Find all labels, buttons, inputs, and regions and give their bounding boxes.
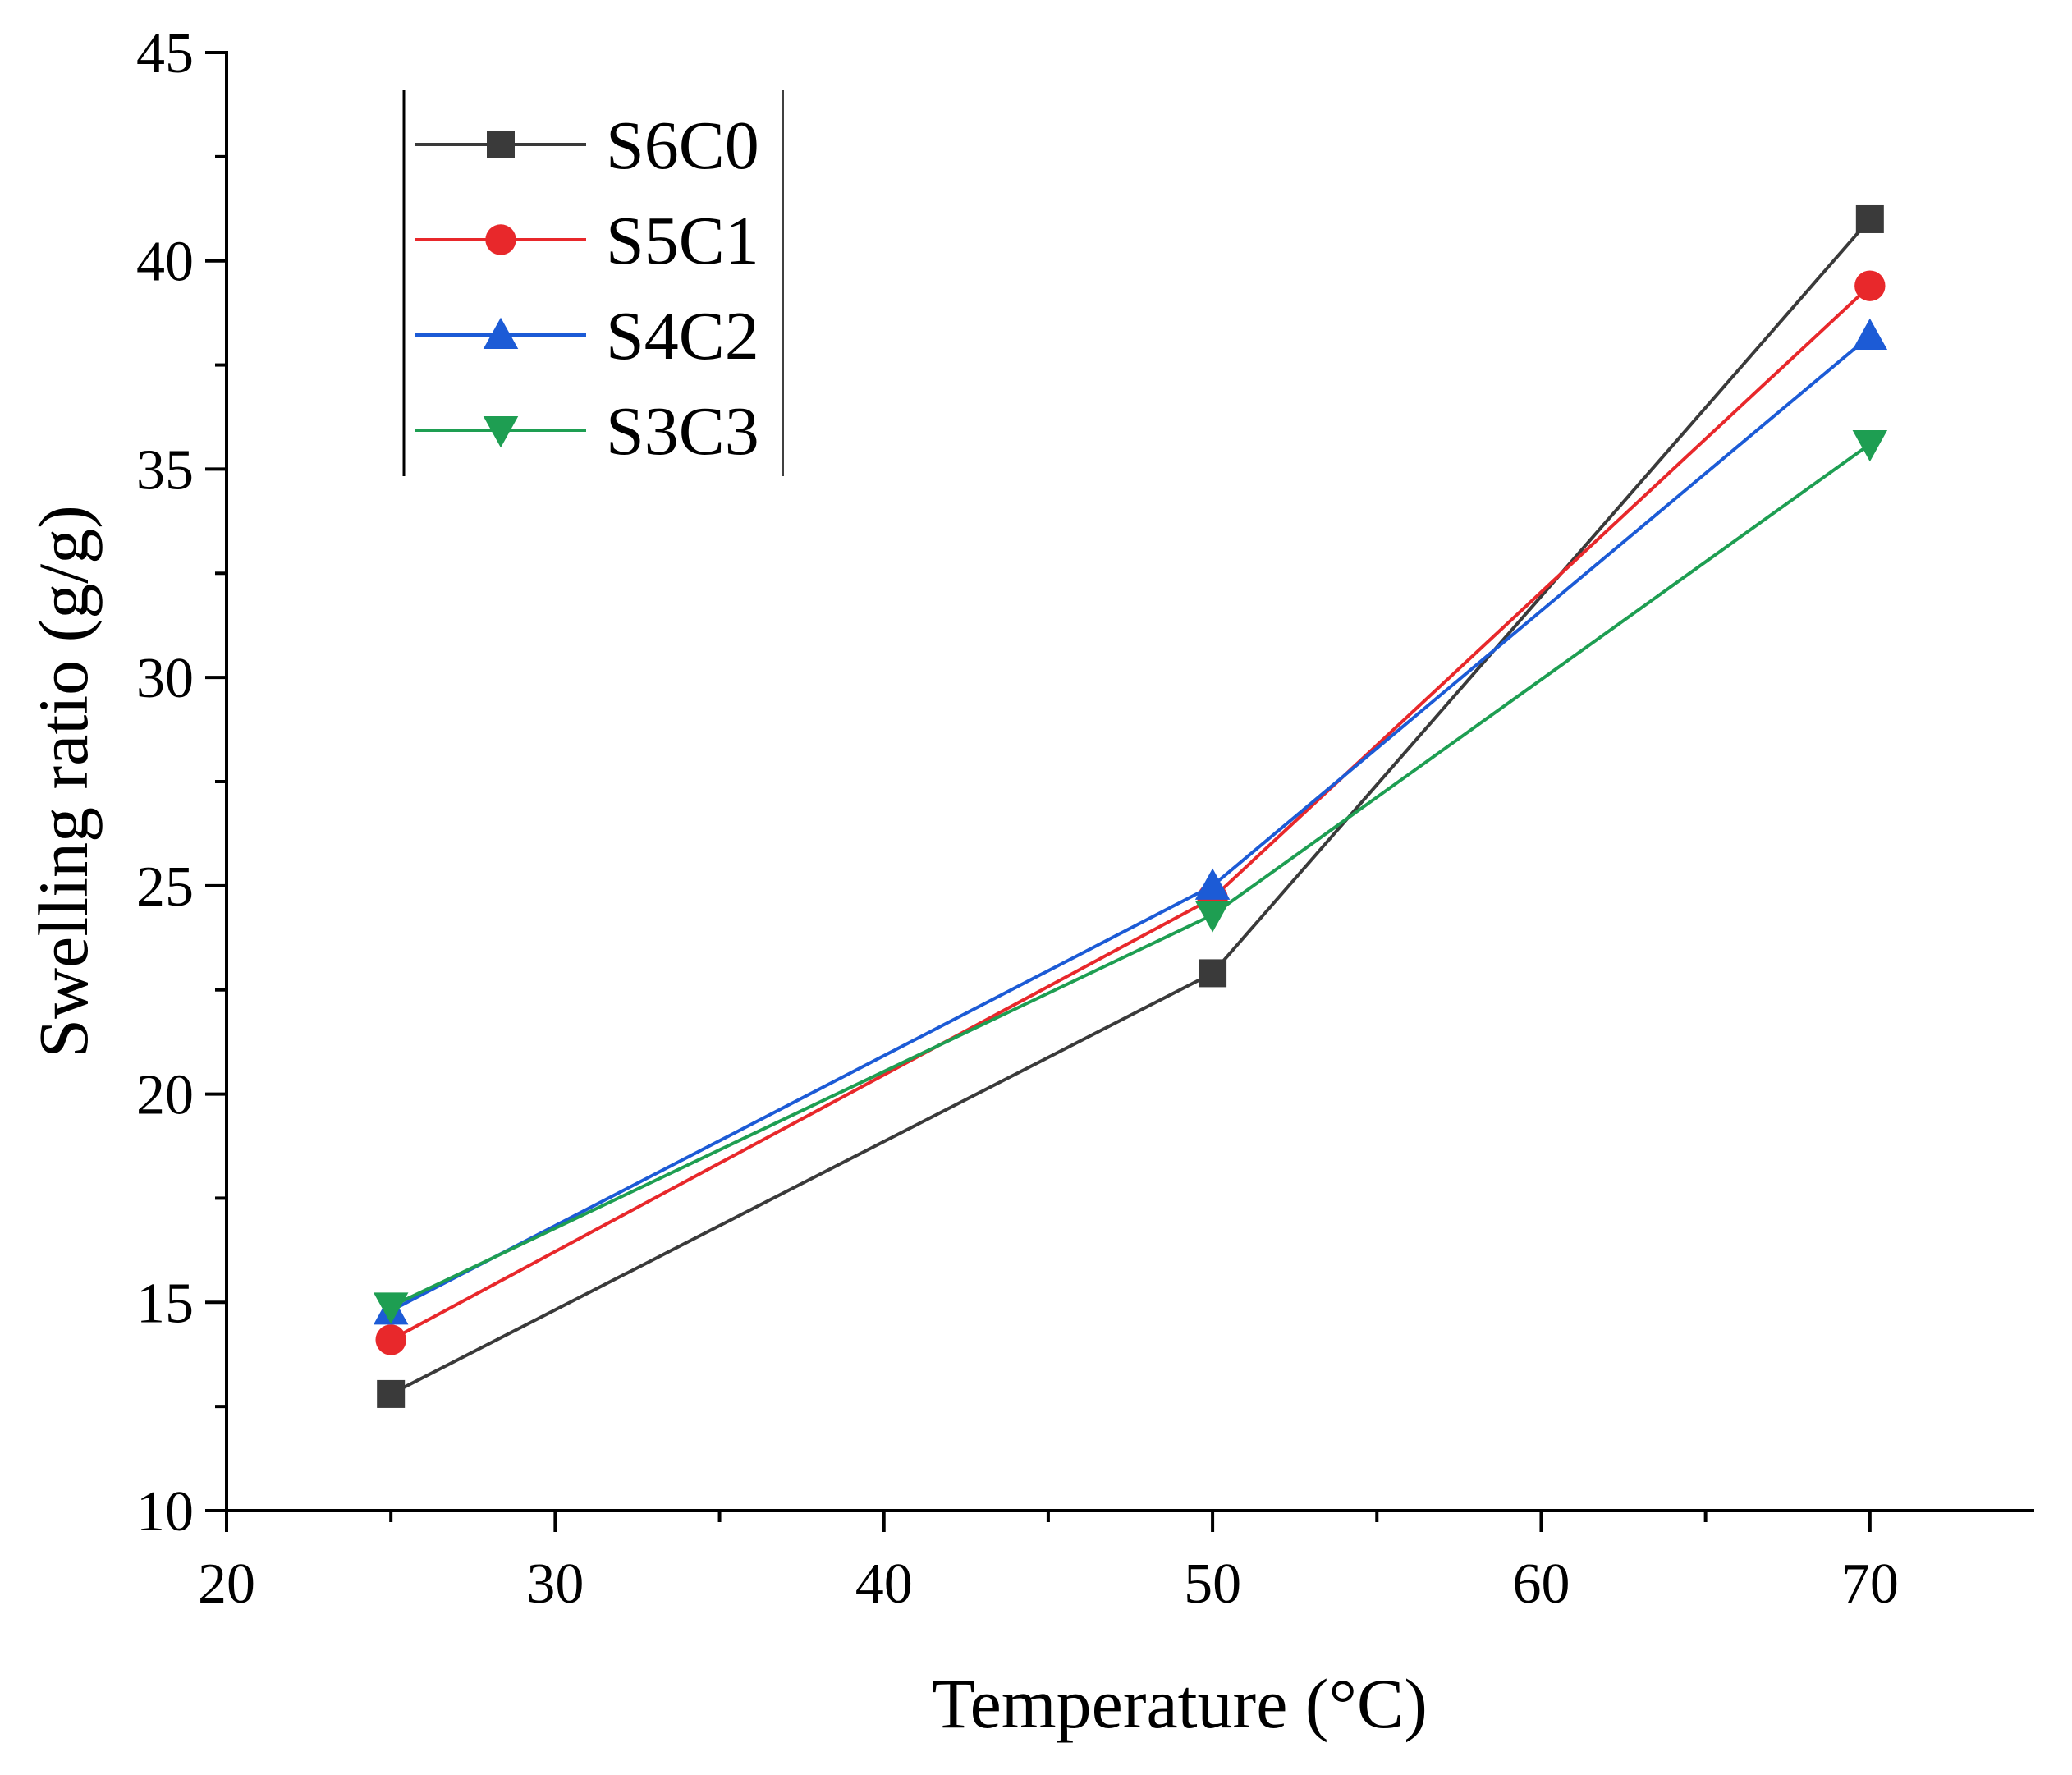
y-tick-label: 40	[136, 231, 194, 294]
legend-item-S6C0: S6C0	[415, 108, 759, 184]
legend-label: S6C0	[606, 108, 759, 184]
y-tick-label: 20	[136, 1064, 194, 1127]
x-tick-label: 50	[1184, 1553, 1241, 1616]
x-tick-label: 60	[1512, 1553, 1570, 1616]
y-tick-label: 15	[136, 1272, 194, 1335]
legend-marker	[483, 416, 519, 448]
legend-label: S5C1	[606, 203, 759, 279]
data-point-S3C3	[1194, 901, 1231, 933]
data-point-S6C0	[1199, 959, 1227, 988]
y-tick-label: 35	[136, 438, 194, 502]
series-S3C3	[373, 429, 1888, 1324]
legend-label: S4C2	[606, 298, 759, 374]
y-tick-label: 30	[136, 647, 194, 710]
plot-marks	[373, 204, 1888, 1408]
axes: 20 30 40 50 60 70 10 15 20 25 30 35 40 45	[136, 22, 2034, 1616]
data-point-S4C2	[1194, 868, 1231, 900]
series-S5C1	[375, 270, 1886, 1355]
legend-item-S4C2: S4C2	[415, 298, 759, 374]
data-point-S3C3	[373, 1292, 409, 1324]
y-tick-label: 10	[136, 1480, 194, 1543]
data-point-S4C2	[1852, 318, 1888, 351]
x-tick-label: 70	[1841, 1553, 1899, 1616]
legend-marker	[485, 224, 516, 255]
legend-item-S5C1: S5C1	[415, 203, 759, 279]
legend-marker	[483, 317, 519, 349]
y-axis-title: Swelling ratio (g/g)	[24, 505, 103, 1058]
x-tick-label: 20	[198, 1553, 255, 1616]
data-point-S6C0	[377, 1379, 406, 1408]
x-axis-title: Temperature (°C)	[932, 1664, 1428, 1743]
legend-label: S3C3	[606, 393, 759, 470]
data-point-S5C1	[375, 1324, 406, 1355]
y-tick-label: 25	[136, 855, 194, 919]
legend-item-S3C3: S3C3	[415, 393, 759, 470]
series-S4C2	[373, 318, 1888, 1325]
y-tick-label: 45	[136, 22, 194, 85]
x-tick-label: 30	[526, 1553, 584, 1616]
legend: S6C0 S5C1 S4C2 S3C3	[402, 90, 784, 476]
series-line-S4C2	[390, 334, 1872, 1313]
data-point-S5C1	[1854, 270, 1886, 301]
data-point-S6C0	[1855, 204, 1884, 233]
series-S6C0	[377, 204, 1884, 1408]
series-line-S3C3	[390, 443, 1871, 1309]
data-point-S3C3	[1852, 429, 1888, 462]
x-tick-label: 40	[855, 1553, 913, 1616]
legend-marker	[487, 131, 515, 158]
